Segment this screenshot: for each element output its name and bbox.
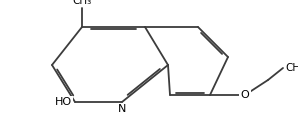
Text: HO: HO: [55, 97, 72, 107]
Text: CH₂CH₃: CH₂CH₃: [285, 63, 298, 73]
Text: N: N: [118, 104, 126, 114]
Text: O: O: [240, 90, 249, 100]
Text: CH₃: CH₃: [72, 0, 91, 6]
